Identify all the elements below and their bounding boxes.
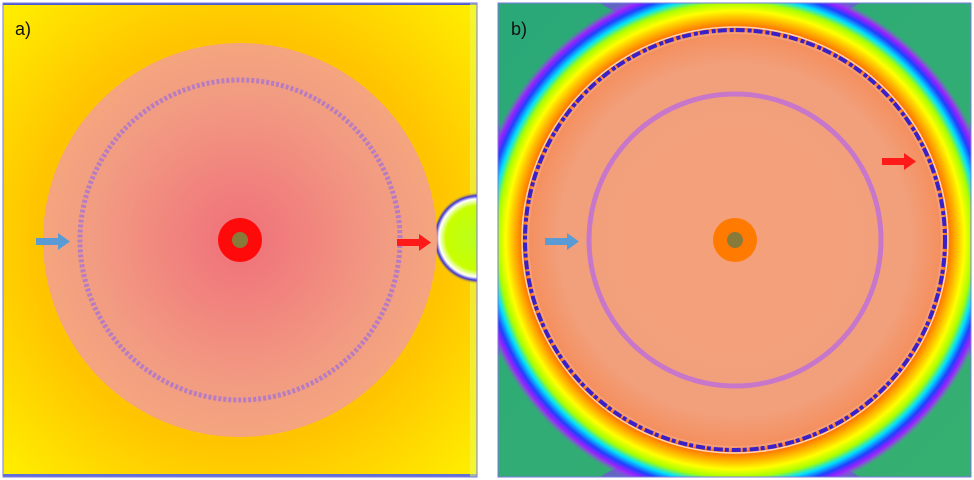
panel-b-red-arrow [882, 153, 916, 170]
panel-a-top-edge [3, 3, 477, 5]
panel-b-label: b) [511, 19, 527, 39]
panel-a: a) [3, 3, 477, 477]
panel-a-edge-blob [434, 190, 477, 286]
panel-b-frame [497, 2, 972, 478]
panel-a-core-center [232, 232, 248, 248]
panel-b-core-center [727, 232, 743, 248]
panel-a-frame [2, 2, 478, 478]
panel-a-red-arrow [397, 234, 431, 251]
panel-a-blue-arrow [36, 233, 70, 250]
panel-b-front-ring-highlight [521, 26, 949, 454]
panel-b: b) [498, 3, 971, 477]
panel-b-blue-arrow [545, 233, 579, 250]
panel-a-label: a) [15, 19, 31, 39]
panel-b-front-ring [523, 28, 947, 452]
panel-b-inner-ring [586, 91, 884, 389]
panel-a-bottom-edge [3, 474, 477, 477]
